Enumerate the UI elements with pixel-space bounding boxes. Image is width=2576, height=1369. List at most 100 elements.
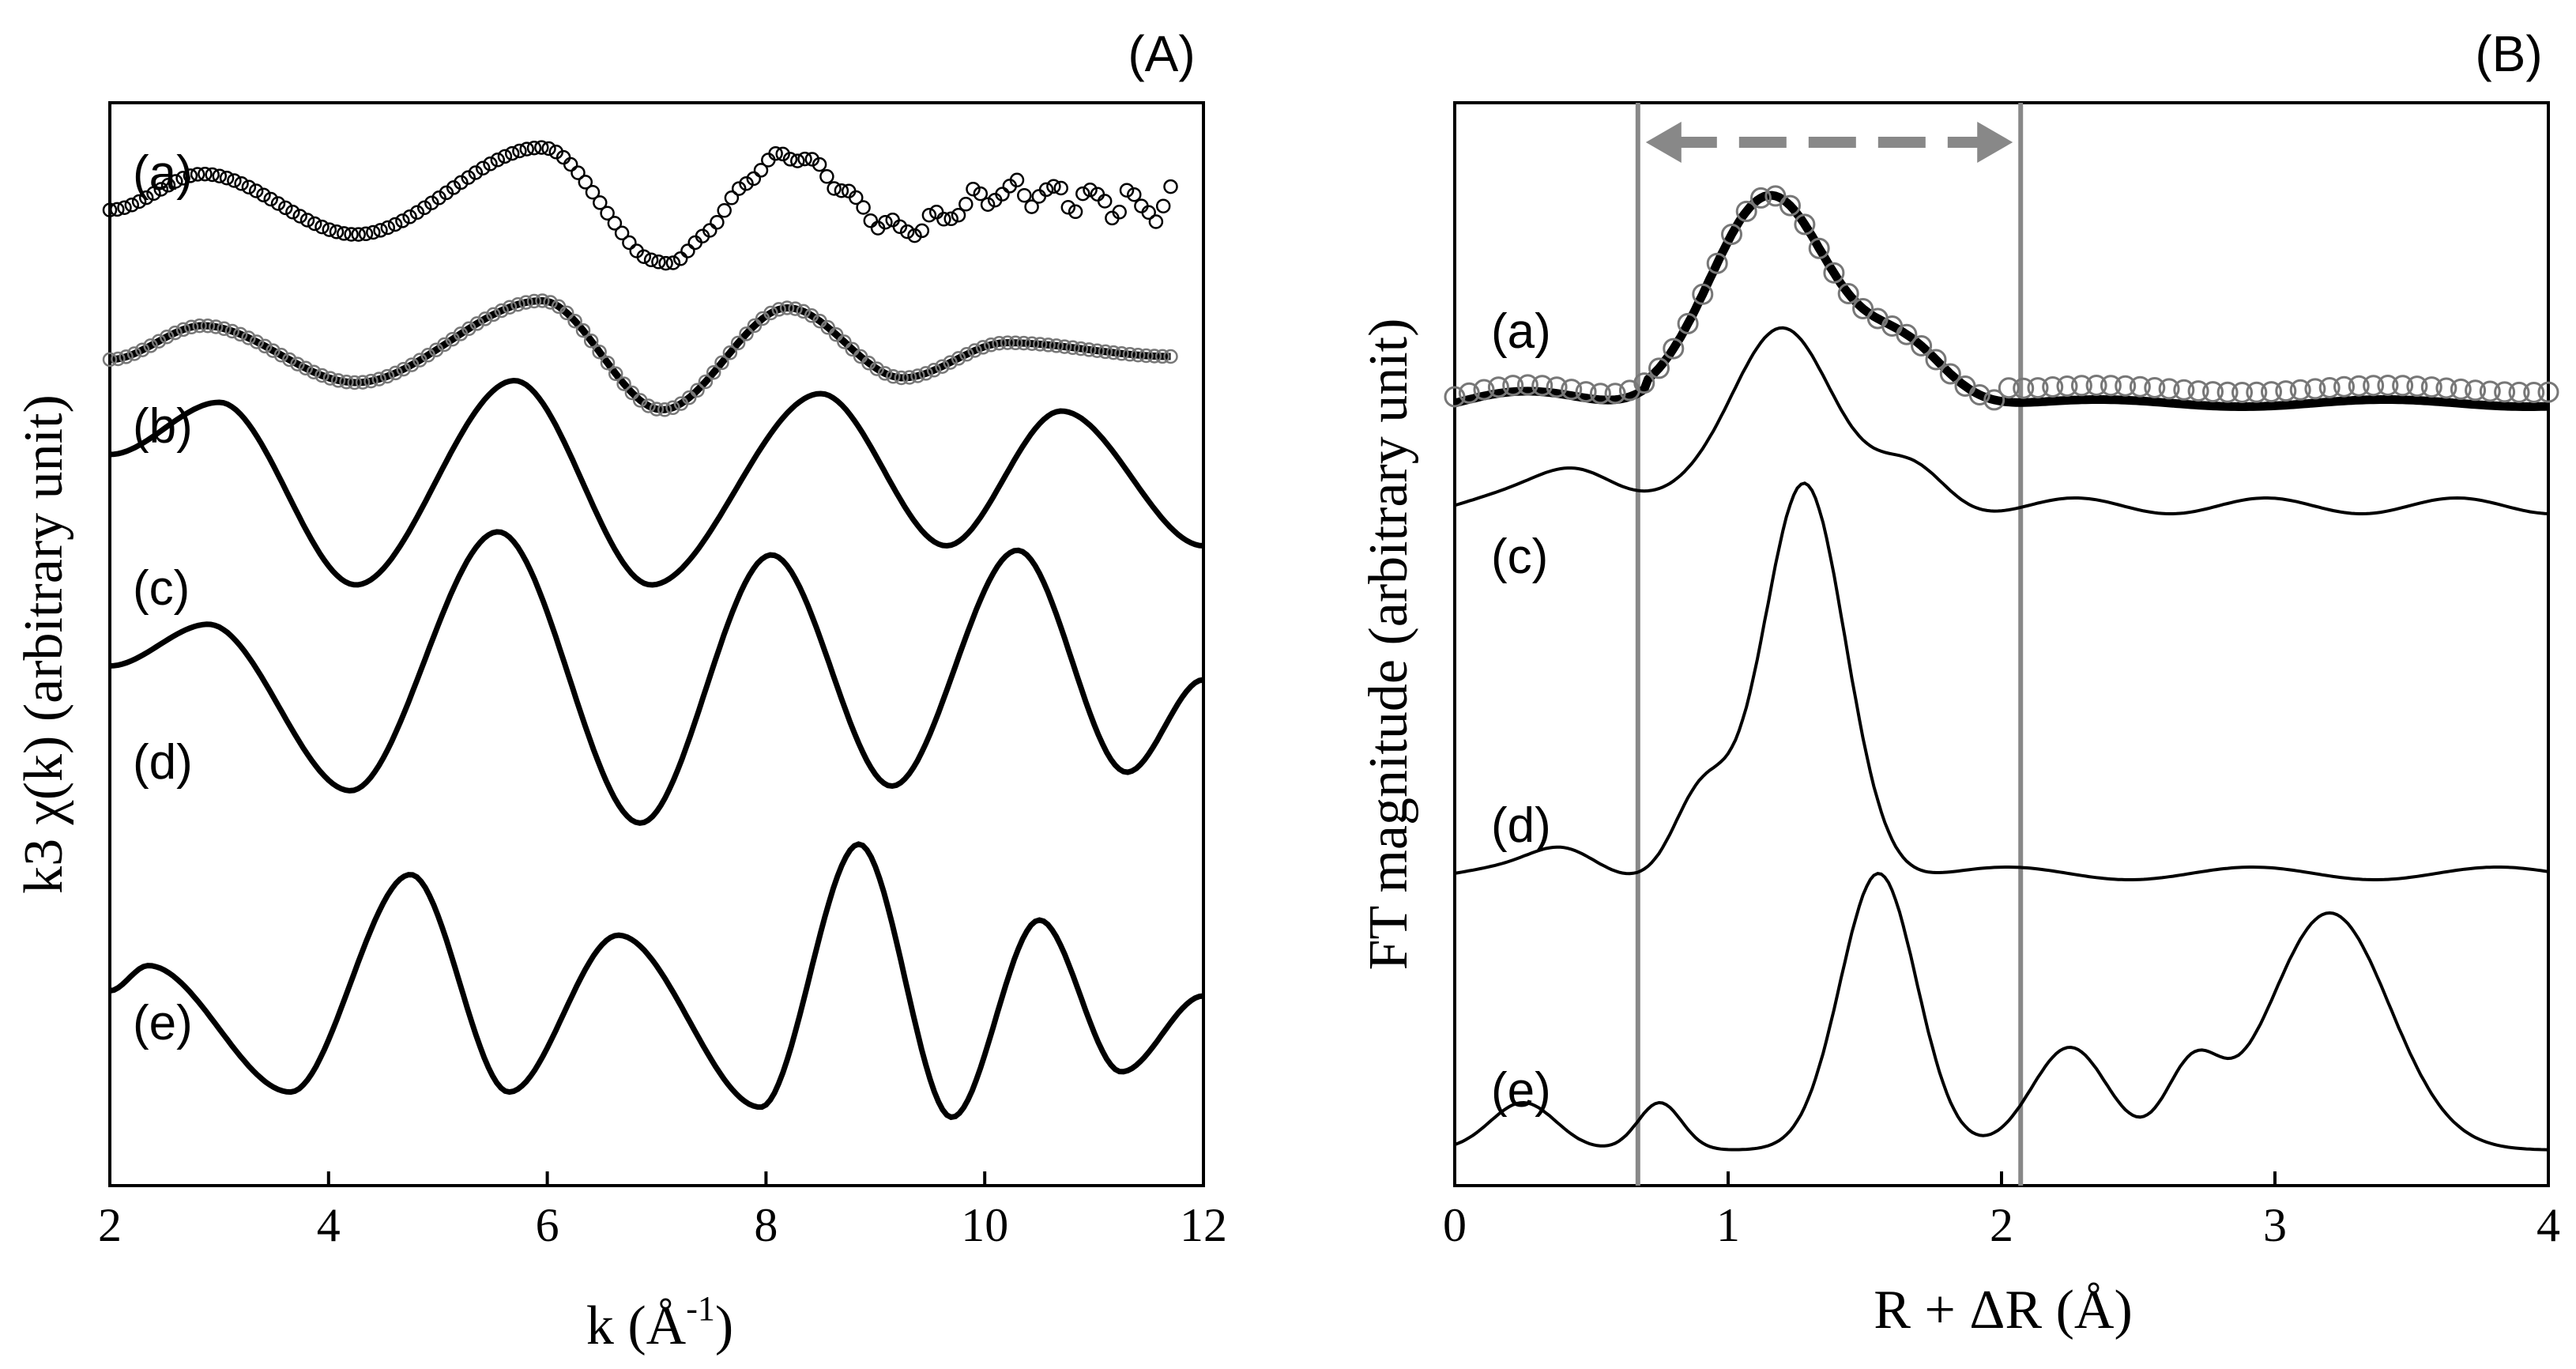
panel-b-point <box>1750 187 1772 209</box>
panel-b-point <box>2494 381 2516 403</box>
panel-a-point <box>534 140 549 155</box>
panel-b-point <box>1808 237 1830 259</box>
panel-a-point <box>502 300 518 315</box>
panel-a-point <box>504 145 520 161</box>
panel-b-point <box>1983 389 2005 411</box>
panel-b-point <box>1575 381 1597 403</box>
panel-a-point <box>379 368 395 384</box>
panel-a-point <box>1009 172 1025 188</box>
panel-a-point <box>1065 340 1080 356</box>
panel-a-point <box>454 175 469 190</box>
panel-a-point <box>190 167 205 182</box>
panel-a-series-label-a: (a) <box>133 146 193 201</box>
panel-b-point <box>2435 377 2457 399</box>
panel-b-point <box>2144 377 2166 398</box>
panel-a-point <box>282 352 297 368</box>
panel-a-point <box>227 173 242 188</box>
panel-b-series-1 <box>1444 185 2559 411</box>
panel-a-frame <box>108 101 1205 1187</box>
panel-a-point <box>892 219 908 235</box>
panel-a-point <box>270 196 286 211</box>
panel-b-point <box>2261 381 2282 403</box>
panel-a-series <box>102 140 1204 1121</box>
panel-b-tick-label: 0 <box>1443 1199 1467 1251</box>
panel-a-point <box>1053 180 1068 196</box>
panel-a-point <box>102 352 118 368</box>
panel-a-point <box>690 383 705 398</box>
panel-a-point <box>258 338 273 354</box>
panel-a-point <box>1060 200 1076 215</box>
panel-b-point <box>2363 375 2385 397</box>
panel-a-point <box>219 170 235 186</box>
panel-b-point <box>1604 383 1626 405</box>
panel-a-point <box>992 335 1007 351</box>
panel-a-point <box>192 318 207 334</box>
panel-a-point <box>541 141 556 157</box>
panel-a-point <box>943 355 958 370</box>
panel-a-point <box>543 295 558 310</box>
panel-a-point <box>763 305 778 321</box>
panel-a-point <box>119 349 134 364</box>
panel-a-point <box>902 370 917 385</box>
panel-a-point <box>1032 337 1048 352</box>
panel-a-point <box>224 323 240 339</box>
panel-b-point <box>2187 380 2209 402</box>
panel-a-point <box>1098 344 1113 360</box>
panel-a-point <box>322 222 337 237</box>
panel-a-point <box>622 235 637 251</box>
panel-a-point <box>951 207 966 223</box>
panel-a-point <box>330 373 346 388</box>
panel-a-point <box>510 296 525 312</box>
panel-a-point <box>680 243 695 258</box>
panel-a-point <box>256 187 271 202</box>
panel-a-point <box>355 375 371 390</box>
panel-a-point <box>1024 199 1039 214</box>
panel-a-point <box>409 205 425 221</box>
panel-a-point <box>1046 179 1061 194</box>
panel-b-x-axis-label: R + ΔR (Å) <box>1874 1280 2133 1341</box>
panel-a-point <box>322 371 338 386</box>
panel-b-point <box>1531 375 1554 397</box>
panel-a-point <box>424 195 439 210</box>
panel-a-tick-label: 6 <box>536 1199 559 1251</box>
panel-a-point <box>461 170 476 185</box>
panel-a-point <box>607 216 623 231</box>
panel-a-point <box>1024 336 1040 351</box>
panel-a-point <box>616 376 631 391</box>
panel-a-point <box>241 179 257 194</box>
panel-a-point <box>306 364 322 379</box>
panel-a-series-3 <box>109 377 1204 588</box>
panel-b-point <box>2537 381 2559 403</box>
panel-a-point <box>1154 349 1170 364</box>
panel-a-point <box>412 353 427 368</box>
panel-a-point <box>1049 338 1064 353</box>
panel-b-point <box>2129 375 2151 398</box>
panel-a-point <box>643 252 659 268</box>
panel-a-point <box>935 359 950 374</box>
panel-b-point <box>1546 376 1568 398</box>
panel-a-point <box>366 224 381 240</box>
panel-a-point <box>248 183 264 198</box>
panel-b-point <box>1663 338 1685 360</box>
panel-b-point <box>2100 375 2122 397</box>
panel-a-point <box>571 165 586 180</box>
panel-a-x-label-main: k (Å <box>586 1295 687 1356</box>
panel-b-frame <box>1453 101 2550 1187</box>
panel-b-point <box>1502 375 1524 397</box>
panel-a-point <box>198 166 213 182</box>
panel-a-series-label-e: (e) <box>133 996 193 1050</box>
panel-b-point <box>2392 375 2414 397</box>
panel-a-point <box>512 143 527 159</box>
panel-b-point <box>1516 374 1538 396</box>
fit-window-arrowhead-left <box>1645 122 1682 163</box>
panel-a-point <box>658 255 673 271</box>
panel-a-point <box>702 223 717 238</box>
panel-a-point <box>124 198 140 213</box>
panel-a-point <box>249 334 265 349</box>
panel-a-point <box>143 338 158 353</box>
panel-b-point <box>1911 335 1933 356</box>
panel-a-tick-label: 8 <box>754 1199 778 1251</box>
panel-a-point <box>575 322 591 338</box>
panel-a-point <box>431 190 446 206</box>
panel-a-x-axis-label: k (Å-1) <box>586 1289 733 1356</box>
